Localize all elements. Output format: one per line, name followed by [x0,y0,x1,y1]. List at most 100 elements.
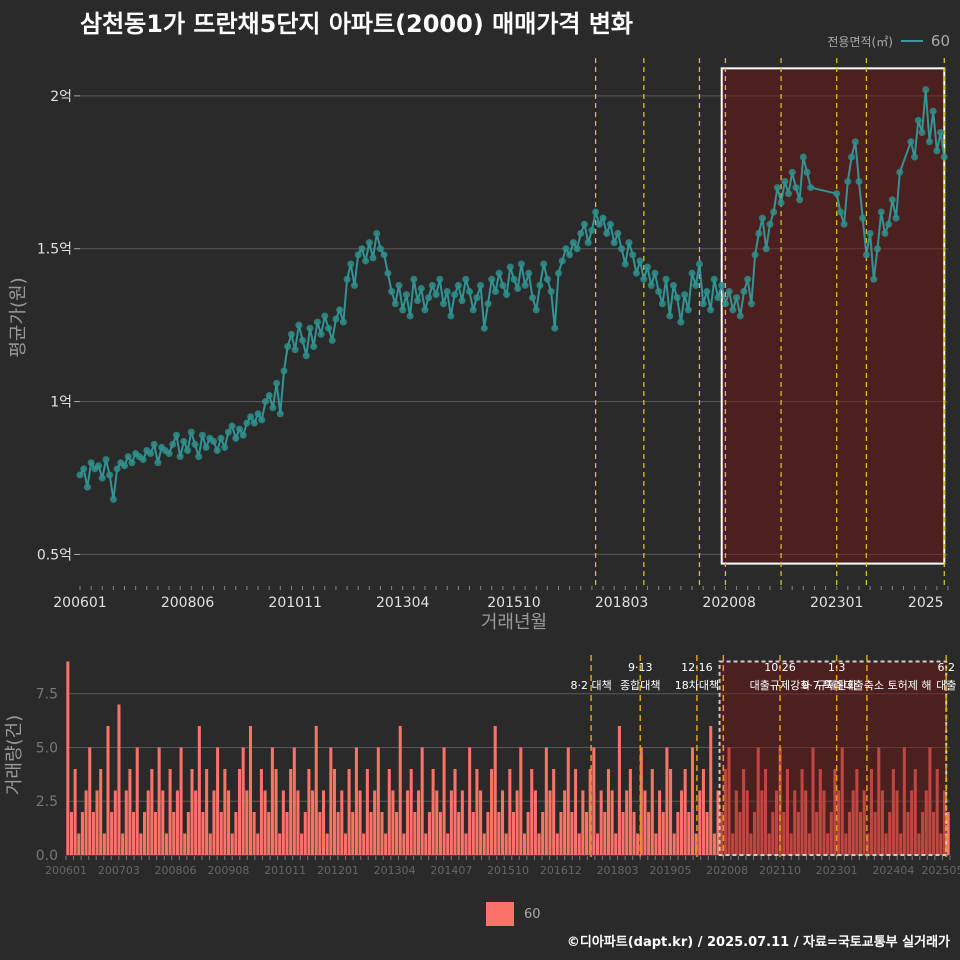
highlight-box [718,660,948,856]
volume-bar [738,811,742,855]
volume-bar [230,833,234,855]
volume-bar [91,811,95,855]
volume-bar [899,833,903,855]
volume-bar [358,790,362,855]
volume-bar [774,790,779,855]
volume-bar [756,747,760,855]
volume-bar [712,833,716,855]
volume-bar [866,833,870,855]
data-point [618,245,626,253]
data-point [836,208,844,216]
footer-credit: ©디아파트(dapt.kr) / 2025.07.11 / 자료=국토교통부 실… [566,935,950,950]
volume-bar [928,747,932,855]
data-point [213,446,221,454]
volume-bar [146,790,150,855]
data-point [940,153,948,161]
volume-bar [340,790,344,855]
y-tick-label: 2억 [50,89,72,105]
data-point [195,453,203,461]
volume-bar [475,768,479,855]
data-point [488,275,496,283]
data-point [503,291,511,299]
data-point [803,168,811,176]
x-tick-label: 200601 [53,595,106,611]
series-line [79,89,946,500]
x-tick-label: 201011 [268,595,321,611]
volume-bar [526,811,530,855]
volume-bar [186,811,190,855]
data-point [703,288,711,296]
volume-bar [223,768,227,855]
data-point [766,220,774,228]
data-point [128,459,136,467]
data-point [191,440,199,448]
data-point [169,440,177,448]
data-point [243,419,251,427]
data-point [365,239,373,247]
volume-bar [764,768,768,855]
volume-bar [208,833,212,855]
data-point [491,288,499,296]
data-point [317,330,325,338]
data-point [629,251,637,259]
data-point [269,404,277,412]
data-point [784,190,792,198]
data-point [410,275,418,283]
data-point [291,346,299,354]
data-point [610,239,618,247]
x-tick-label: 201510 [487,864,529,877]
volume-bar [270,747,274,855]
event-label-bottom: 대출 [936,679,956,692]
volume-bar [570,811,574,855]
data-point [625,239,633,247]
data-point [751,251,759,259]
volume-bar [610,790,614,855]
volume-bar [482,833,486,855]
data-point [336,306,344,314]
volume-bar [544,747,548,855]
volume-bar [625,790,629,855]
volume-bar [665,747,669,855]
volume-bar [296,790,300,855]
data-point [844,177,852,185]
volume-bar [880,790,884,855]
data-point [384,269,392,277]
data-point [647,281,655,289]
data-point [733,294,741,302]
data-point [866,229,874,237]
volume-bar [325,833,329,855]
volume-bar [932,811,936,855]
volume-bar [760,790,764,855]
data-point [573,245,581,253]
volume-bar [581,790,585,855]
data-point [250,419,258,427]
volume-bar [245,790,249,855]
data-point [851,138,859,146]
data-point [907,138,915,146]
data-point [321,312,329,320]
volume-bar [464,833,468,855]
y-tick-label: 0.0 [36,848,58,864]
volume-bar [541,811,545,855]
data-point [584,239,592,247]
volume-bar [373,790,377,855]
volume-bar [796,811,800,855]
volume-bar [906,811,910,855]
data-point [284,343,292,351]
data-point [740,288,748,296]
volume-bar [84,790,88,855]
data-point [569,239,577,247]
volume-bar [263,790,267,855]
volume-bar [844,833,848,855]
volume-bar [183,833,187,855]
data-point [221,443,229,451]
data-point [228,422,236,430]
data-point [599,214,607,222]
data-point [465,288,473,296]
data-point [848,153,856,161]
data-point [781,177,789,185]
volume-bar [647,811,651,855]
data-point [710,275,718,283]
data-point [421,306,429,314]
volume-bar [179,747,183,855]
